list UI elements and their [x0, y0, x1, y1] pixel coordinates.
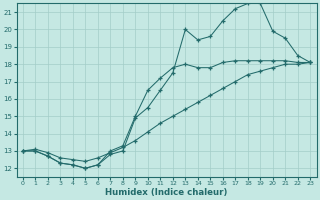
X-axis label: Humidex (Indice chaleur): Humidex (Indice chaleur) [105, 188, 228, 197]
